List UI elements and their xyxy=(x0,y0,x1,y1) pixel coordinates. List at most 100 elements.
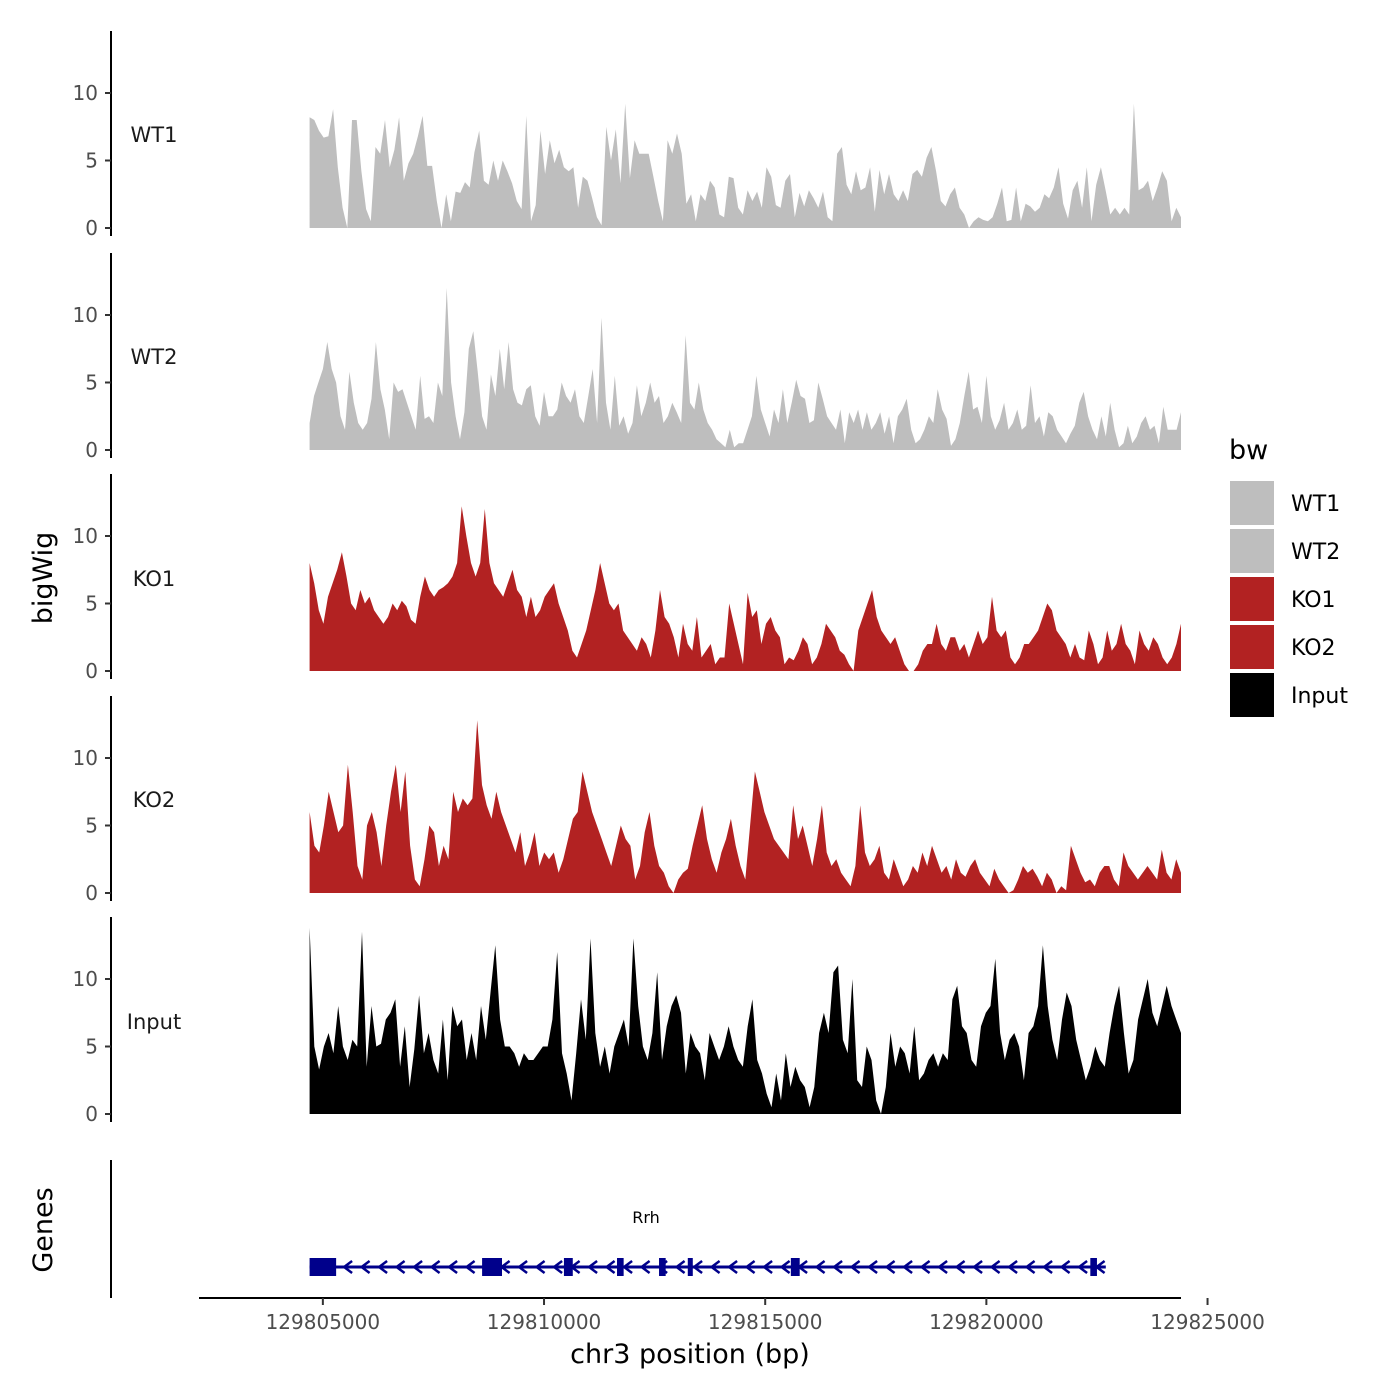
legend-label: WT2 xyxy=(1291,540,1340,565)
coverage-area-wt1 xyxy=(309,103,1182,228)
y-tick-label: 5 xyxy=(85,149,98,173)
gene-exon xyxy=(790,1258,800,1276)
coverage-area-ko1 xyxy=(309,506,1182,671)
strand-arrow xyxy=(1077,1260,1088,1274)
x-tick-label: 129815000 xyxy=(708,1310,823,1334)
strand-arrow xyxy=(902,1260,913,1274)
strand-arrow xyxy=(814,1260,826,1274)
gene-exon xyxy=(1090,1258,1097,1276)
x-tick-label: 129805000 xyxy=(266,1310,381,1334)
strand-arrow xyxy=(342,1260,353,1274)
x-axis-title: chr3 position (bp) xyxy=(570,1339,810,1370)
track-label: WT1 xyxy=(131,123,178,147)
legend-key-ko2 xyxy=(1228,623,1276,671)
y-tick-label: 0 xyxy=(85,1102,98,1126)
x-axis-ticks: 129805000 129810000 129815000 129820000 1298… xyxy=(266,1298,1265,1334)
strand-arrow xyxy=(377,1260,388,1274)
strand-arrow xyxy=(552,1260,563,1274)
legend-label: KO1 xyxy=(1291,588,1336,613)
legend: bw WT1 WT2 KO1 KO2 Input xyxy=(1228,435,1348,719)
strand-arrow xyxy=(359,1260,371,1274)
strand-arrow xyxy=(867,1260,878,1274)
track-ko1: 0 5 10 KO1 xyxy=(73,474,1182,683)
track-label: Input xyxy=(127,1010,181,1034)
strand-arrow xyxy=(832,1260,843,1274)
gene-panel-title: Genes xyxy=(28,1187,59,1272)
strand-arrow xyxy=(954,1260,966,1274)
gene-exon xyxy=(563,1258,573,1276)
y-tick-label: 5 xyxy=(85,371,98,395)
track-label: KO1 xyxy=(133,567,176,591)
strand-arrow xyxy=(534,1260,546,1274)
strand-arrow xyxy=(1042,1260,1053,1274)
strand-arrow xyxy=(692,1260,703,1274)
legend-label: KO2 xyxy=(1291,636,1336,661)
x-axis: 129805000 129810000 129815000 129820000 1298… xyxy=(199,1297,1265,1370)
strand-arrow xyxy=(779,1260,791,1274)
y-tick-label: 0 xyxy=(85,216,98,240)
strand-arrow xyxy=(744,1260,756,1274)
strand-arrow xyxy=(989,1260,1001,1274)
coverage-area-input xyxy=(309,927,1182,1114)
y-tick-label: 0 xyxy=(85,659,98,683)
track-label: KO2 xyxy=(133,788,176,812)
track-panels: 0 5 10 WT1 0 5 10 WT2 0 5 10 KO1 0 5 10 KO2 0 5 10 Inpu… xyxy=(73,31,1182,1126)
strand-arrow xyxy=(884,1260,896,1274)
strand-arrow xyxy=(464,1260,476,1274)
x-tick-label: 129825000 xyxy=(1150,1310,1265,1334)
strand-arrow xyxy=(709,1260,721,1274)
y-tick-label: 10 xyxy=(73,746,98,770)
legend-label: Input xyxy=(1291,684,1348,709)
y-tick-label: 0 xyxy=(85,438,98,462)
y-tick-label: 10 xyxy=(73,524,98,548)
strand-arrow xyxy=(604,1260,616,1274)
y-tick-label: 5 xyxy=(85,592,98,616)
track-ko2: 0 5 10 KO2 xyxy=(73,696,1182,905)
y-tick-label: 5 xyxy=(85,814,98,838)
y-tick-label: 0 xyxy=(85,881,98,905)
track-wt1: 0 5 10 WT1 xyxy=(73,31,1182,240)
strand-arrow xyxy=(622,1260,633,1274)
strand-arrow xyxy=(1007,1260,1018,1274)
strand-arrow xyxy=(447,1260,458,1274)
y-tick-label: 5 xyxy=(85,1035,98,1059)
legend-key-input xyxy=(1228,671,1276,719)
strand-arrow xyxy=(727,1260,738,1274)
x-tick-label: 129820000 xyxy=(929,1310,1044,1334)
strand-arrow xyxy=(762,1260,773,1274)
y-axis-title: bigWig xyxy=(28,532,59,625)
gene-exon xyxy=(617,1258,624,1276)
strand-arrow xyxy=(587,1260,598,1274)
y-tick-label: 10 xyxy=(73,81,98,105)
legend-key-wt2 xyxy=(1228,527,1276,575)
gene-model xyxy=(309,1258,1106,1276)
gene-exon xyxy=(482,1258,503,1276)
gene-exon xyxy=(687,1258,693,1276)
legend-key-ko1 xyxy=(1228,575,1276,623)
gene-exon xyxy=(309,1258,337,1276)
strand-arrow xyxy=(412,1260,423,1274)
gene-name-label: Rrh xyxy=(632,1208,660,1227)
coverage-area-ko2 xyxy=(309,720,1182,893)
legend-label: WT1 xyxy=(1291,492,1340,517)
track-wt2: 0 5 10 WT2 xyxy=(73,253,1182,462)
strand-arrow xyxy=(849,1260,861,1274)
strand-arrow xyxy=(919,1260,931,1274)
legend-entries: WT1 WT2 KO1 KO2 Input xyxy=(1228,479,1348,719)
strand-arrow xyxy=(517,1260,528,1274)
gene-panel: Genes Rrh xyxy=(28,1160,1106,1298)
y-tick-label: 10 xyxy=(73,967,98,991)
strand-arrow xyxy=(674,1260,686,1274)
strand-arrow xyxy=(1059,1260,1071,1274)
coverage-area-wt2 xyxy=(309,288,1182,450)
strand-arrow xyxy=(429,1260,441,1274)
track-label: WT2 xyxy=(131,345,178,369)
strand-arrow xyxy=(639,1260,651,1274)
strand-arrow xyxy=(1024,1260,1036,1274)
strand-arrow xyxy=(394,1260,406,1274)
legend-title: bw xyxy=(1229,435,1268,466)
track-input: 0 5 10 Input xyxy=(73,917,1182,1126)
y-tick-label: 10 xyxy=(73,303,98,327)
strand-arrow xyxy=(972,1260,983,1274)
